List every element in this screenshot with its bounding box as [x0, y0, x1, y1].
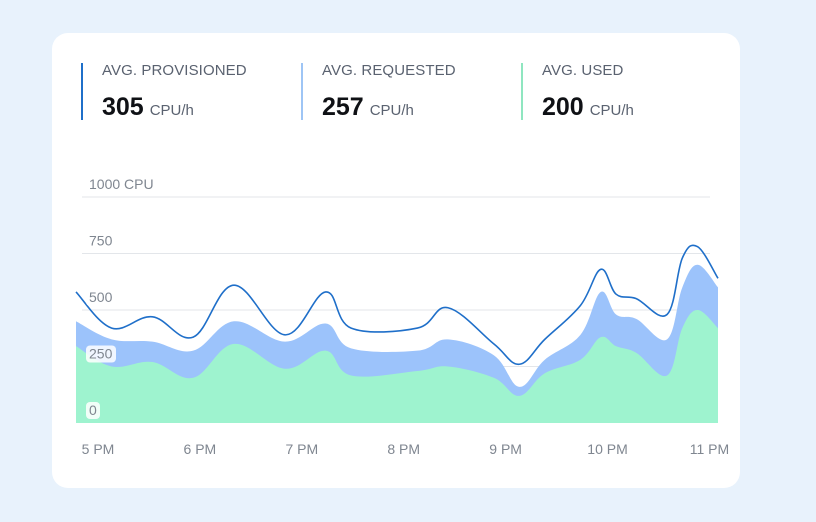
stat-value: 200 [542, 93, 584, 121]
x-tick-label: 9 PM [489, 441, 522, 457]
y-tick-label: 500 [89, 289, 113, 305]
y-tick-label: 0 [89, 402, 97, 418]
stat-label: AVG. USED [542, 62, 624, 79]
stat-label: AVG. PROVISIONED [102, 62, 247, 79]
y-tick-label: 1000 CPU [89, 176, 154, 192]
series-area-used [76, 310, 718, 423]
y-tick-label-bg [86, 289, 116, 306]
stat-unit: CPU/h [589, 102, 634, 119]
cpu-area-chart: 0 250 500 750 1000 CPU 5 PM 6 PM 7 PM 8 PM 9 PM 10… [75, 176, 729, 457]
chart-card: AVG. PROVISIONED 305 CPU/h AVG. REQUESTED… [52, 33, 740, 488]
y-tick-label: 750 [89, 233, 113, 249]
x-tick-label: 10 PM [587, 441, 627, 457]
y-tick-label-bg [86, 345, 116, 363]
stat-provisioned: AVG. PROVISIONED 305 CPU/h [81, 62, 247, 121]
y-tick-label-bg [86, 232, 116, 250]
x-tick-label: 11 PM [690, 441, 729, 457]
y-tick-label-bg [86, 402, 100, 419]
stat-used: AVG. USED 200 CPU/h [521, 62, 634, 121]
y-tick-label: 250 [89, 346, 113, 362]
x-tick-label: 8 PM [387, 441, 420, 457]
stat-value: 257 [322, 93, 364, 121]
stat-unit: CPU/h [369, 102, 414, 119]
stat-requested: AVG. REQUESTED 257 CPU/h [301, 62, 456, 121]
stat-value: 305 [102, 93, 144, 121]
x-tick-label: 7 PM [285, 441, 318, 457]
stat-label: AVG. REQUESTED [322, 62, 456, 79]
x-tick-label: 6 PM [184, 441, 217, 457]
stat-unit: CPU/h [149, 102, 194, 119]
x-tick-label: 5 PM [82, 441, 115, 457]
series-line-provisioned [75, 244, 719, 366]
